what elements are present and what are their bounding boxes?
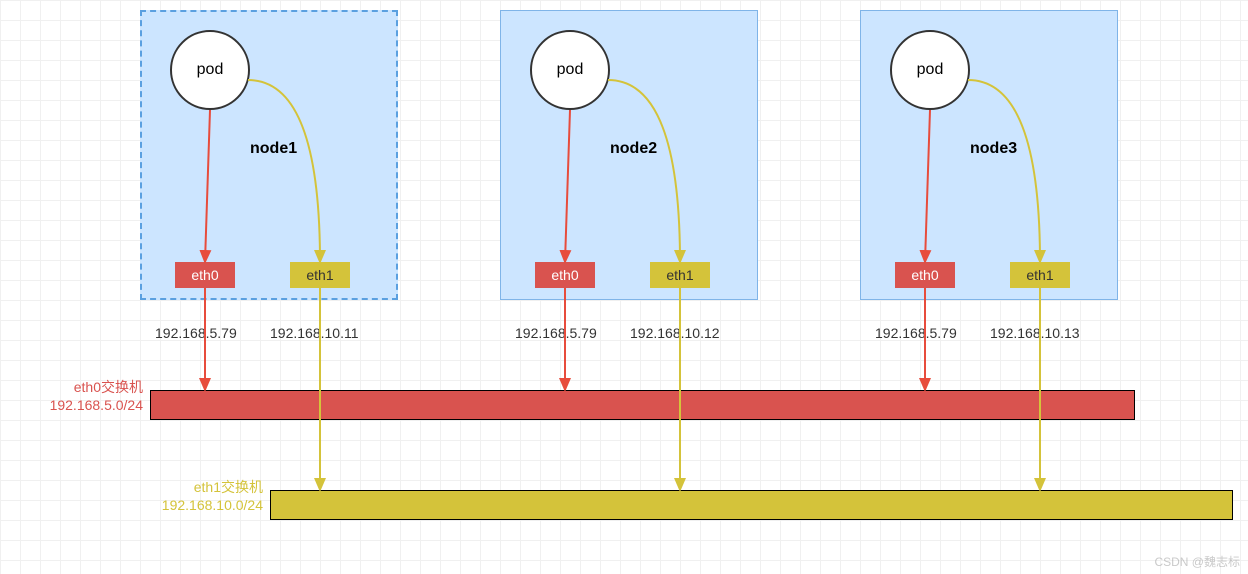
eth0-ip-node3: 192.168.5.79	[875, 325, 957, 341]
switch-eth0-label-line2: 192.168.5.0/24	[50, 397, 143, 413]
switch-eth1-label: eth1交换机 192.168.10.0/24	[138, 478, 263, 514]
node-label-node3: node3	[970, 140, 1017, 158]
pod-label: pod	[197, 61, 224, 79]
eth1-box-node2: eth1	[650, 262, 710, 288]
eth1-ip-node2: 192.168.10.12	[630, 325, 720, 341]
pod-circle-node3: pod	[890, 30, 970, 110]
eth0-ip-node2: 192.168.5.79	[515, 325, 597, 341]
eth1-box-node1: eth1	[290, 262, 350, 288]
eth1-ip-node3: 192.168.10.13	[990, 325, 1080, 341]
eth0-box-node3: eth0	[895, 262, 955, 288]
eth1-box-node3: eth1	[1010, 262, 1070, 288]
pod-circle-node2: pod	[530, 30, 610, 110]
switch-eth1-bar	[270, 490, 1233, 520]
switch-eth0-label-line1: eth0交换机	[74, 379, 143, 395]
pod-circle-node1: pod	[170, 30, 250, 110]
eth1-ip-node1: 192.168.10.11	[270, 325, 359, 341]
eth1-label: eth1	[1026, 267, 1053, 283]
eth1-label: eth1	[306, 267, 333, 283]
eth0-label: eth0	[911, 267, 938, 283]
eth1-label: eth1	[666, 267, 693, 283]
pod-label: pod	[917, 61, 944, 79]
node-label-node2: node2	[610, 140, 657, 158]
switch-eth0-label: eth0交换机 192.168.5.0/24	[18, 378, 143, 414]
node-label-node1: node1	[250, 140, 297, 158]
eth0-label: eth0	[551, 267, 578, 283]
switch-eth1-label-line2: 192.168.10.0/24	[162, 497, 263, 513]
eth0-box-node2: eth0	[535, 262, 595, 288]
eth0-box-node1: eth0	[175, 262, 235, 288]
pod-label: pod	[557, 61, 584, 79]
switch-eth0-bar	[150, 390, 1135, 420]
switch-eth1-label-line1: eth1交换机	[194, 479, 263, 495]
eth0-ip-node1: 192.168.5.79	[155, 325, 237, 341]
eth0-label: eth0	[191, 267, 218, 283]
watermark: CSDN @魏志标	[1154, 553, 1240, 570]
